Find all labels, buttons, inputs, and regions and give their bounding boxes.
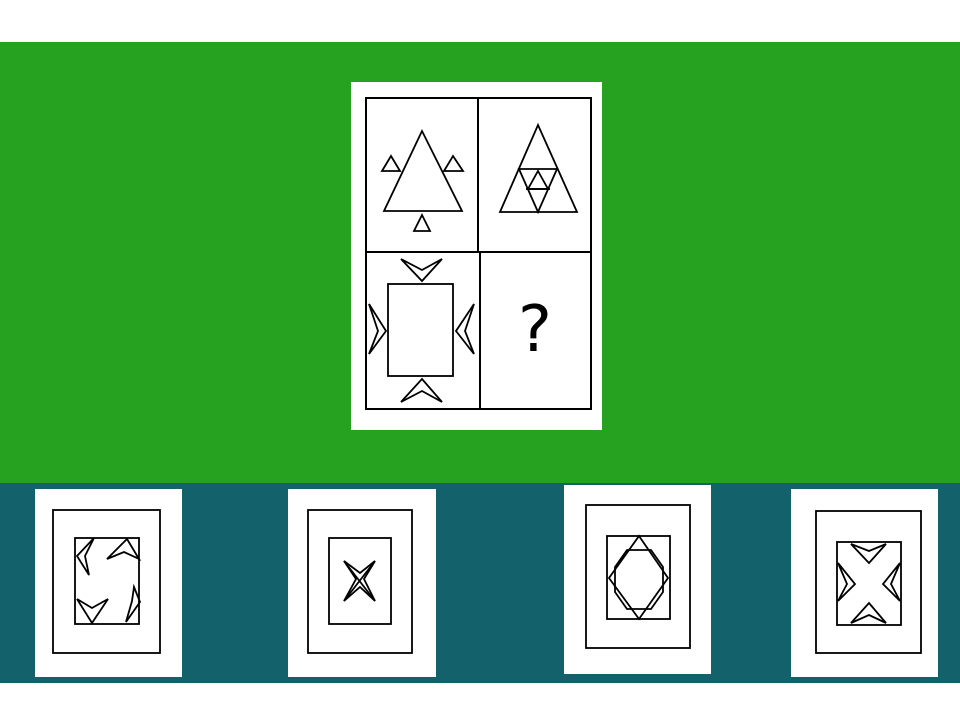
choice-d-arrowhead-right xyxy=(881,562,901,602)
choice-d-outer-frame xyxy=(815,510,922,654)
choice-a-arrowhead-top-right xyxy=(106,537,142,562)
choice-d-arrowhead-top xyxy=(850,543,887,565)
choice-a-outer-frame xyxy=(52,509,161,654)
choice-card-b[interactable] xyxy=(288,489,436,677)
center-rectangle xyxy=(387,283,454,377)
choice-b-inner-rect xyxy=(328,537,392,625)
choice-d-arrowhead-bottom xyxy=(850,601,887,624)
choice-card-c[interactable] xyxy=(564,485,711,674)
choice-c-inner-rect xyxy=(606,535,671,620)
choice-c-outer-frame xyxy=(585,504,691,649)
choice-c-diamond xyxy=(607,534,670,621)
choice-b-star-diagonal-2 xyxy=(343,560,376,602)
choice-d-inner-rect xyxy=(836,541,902,626)
arrowhead-right xyxy=(454,303,475,355)
small-triangle-bottom xyxy=(412,212,432,232)
choice-c-octagon xyxy=(614,549,664,610)
arrowhead-top xyxy=(400,258,443,283)
choice-a-arrowhead-bottom-left xyxy=(76,598,109,625)
small-triangle-left xyxy=(380,154,402,172)
choice-a-arrowhead-top-left xyxy=(75,537,95,576)
choice-a-inner-rect xyxy=(74,537,140,625)
choice-b-figure xyxy=(307,509,413,654)
bottom-strip xyxy=(0,683,960,720)
top-strip xyxy=(0,0,960,42)
choice-c-figure xyxy=(585,504,691,649)
choice-d-figure xyxy=(815,510,922,654)
cell-top-left-figure xyxy=(380,128,465,232)
large-triangle xyxy=(382,128,464,212)
choice-card-d[interactable] xyxy=(791,489,938,677)
inner-triangle xyxy=(526,169,550,190)
choice-card-a[interactable] xyxy=(35,489,182,677)
inverted-triangle xyxy=(517,168,559,215)
choice-b-outer-frame xyxy=(307,509,413,654)
puzzle-grid xyxy=(365,97,592,410)
cell-bottom-left-figure xyxy=(368,258,475,403)
puzzle-card xyxy=(351,82,602,430)
choice-a-figure xyxy=(52,509,161,654)
question-mark: ? xyxy=(518,292,552,367)
small-triangle-right xyxy=(442,154,465,172)
cell-top-right-figure xyxy=(498,122,579,215)
arrowhead-left xyxy=(368,303,388,355)
choice-d-arrowhead-left xyxy=(837,562,857,602)
arrowhead-bottom xyxy=(400,377,443,403)
choice-a-arrowhead-bottom-right xyxy=(125,583,142,623)
